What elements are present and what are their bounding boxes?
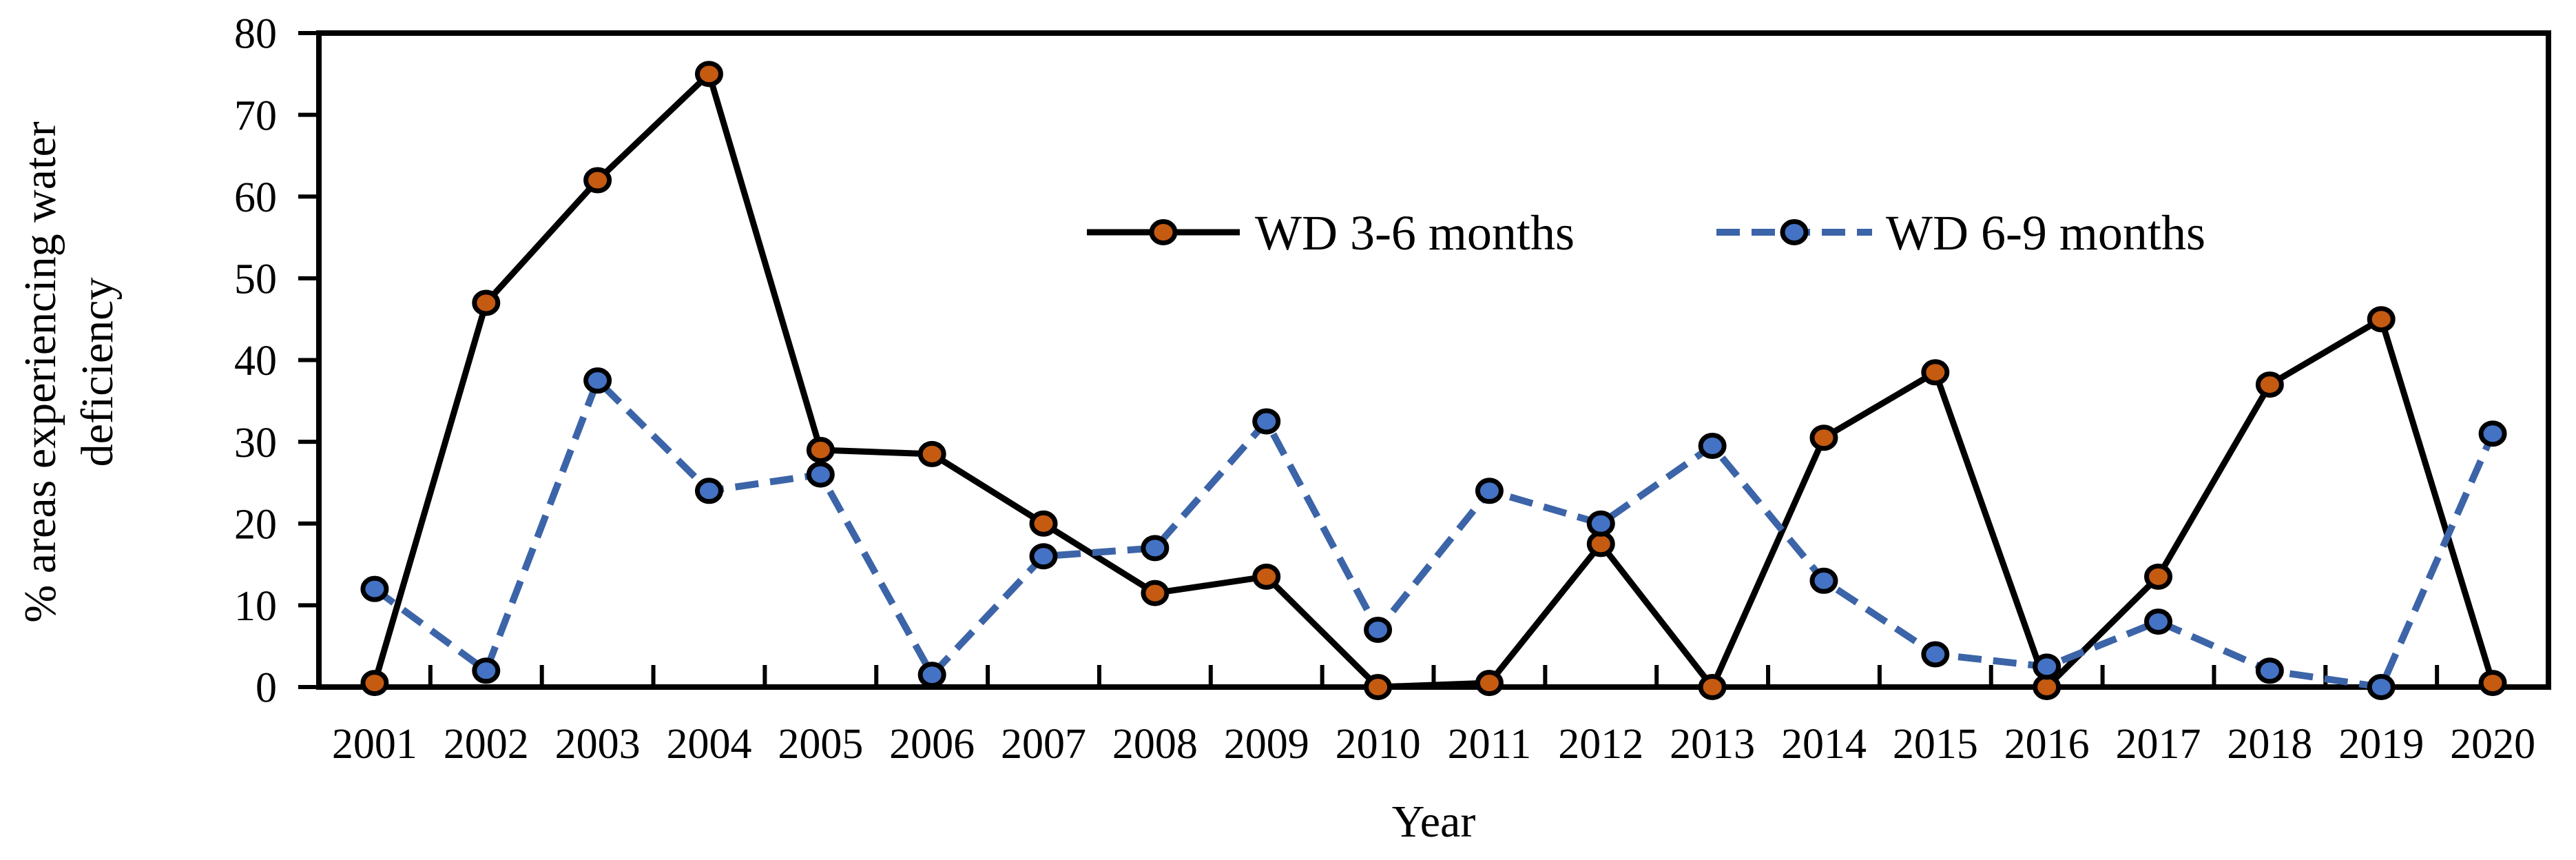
y-tick-label: 50 [234,256,277,303]
y-tick-label: 60 [234,174,277,221]
x-tick-label: 2019 [2338,721,2424,768]
x-tick-label: 2007 [1001,721,1086,768]
data-point-marker [694,61,723,88]
y-tick-label: 80 [234,11,277,58]
data-point-marker [2144,563,2173,590]
y-axis-title-line-2: deficiency [72,278,123,467]
data-point-marker [806,461,835,488]
data-point-marker [1364,616,1393,643]
x-tick-label: 2001 [332,721,417,768]
y-tick-label: 0 [256,665,277,712]
y-axis: 0 10 20 30 40 50 60 70 80 [234,11,319,712]
data-point-marker [2367,306,2396,333]
data-point-marker [1586,510,1615,537]
x-axis-title: Year [1392,797,1476,847]
x-tick-label: 2011 [1448,721,1532,768]
series-wd-6-9-months [360,367,2507,700]
legend-item-wd-3-6-months: WD 3-6 months [1087,205,1575,260]
data-point-marker [694,478,723,504]
data-point-marker [1141,535,1170,562]
data-point-marker [1809,424,1838,451]
data-point-marker [1921,359,1950,386]
data-point-marker [917,440,946,467]
data-point-marker [583,367,612,394]
data-point-marker [917,662,946,688]
x-tick-label: 2017 [2116,721,2201,768]
x-tick-label: 2014 [1781,721,1867,768]
y-axis-title: % areas experiencing water deficiency [15,121,123,622]
x-tick-label: 2006 [889,721,975,768]
data-point-marker [583,167,612,194]
series-line [371,70,2496,690]
data-point-marker [1698,674,1727,700]
x-tick-label: 2005 [778,721,863,768]
data-point-marker [1698,433,1727,460]
data-point-marker [2478,420,2507,447]
data-point-marker [472,289,501,316]
x-tick-label: 2009 [1224,721,1309,768]
data-point-marker [1029,510,1058,537]
legend: WD 3-6 months WD 6-9 months [1087,205,2205,260]
y-axis-title-line-1: % areas experiencing water [15,121,65,622]
data-point-marker [1029,543,1058,570]
data-point-marker [1475,478,1504,504]
legend-item-wd-6-9-months: WD 6-9 months [1716,205,2205,260]
data-point-marker [1141,580,1170,606]
x-axis: 2001 2002 2003 2004 2005 2006 2007 2008 2009 2010… [317,665,2551,768]
data-point-marker [472,657,501,684]
x-tick-label: 2003 [555,721,641,768]
data-point-marker [2033,653,2061,680]
y-tick-label: 20 [234,501,277,548]
x-tick-label: 2016 [2004,721,2090,768]
data-point-marker [1364,674,1393,700]
data-point-marker [2255,657,2284,684]
legend-marker [1780,219,1809,245]
data-point-marker [2255,371,2284,398]
x-tick-label: 2012 [1558,721,1643,768]
data-point-marker [360,670,389,697]
data-point-marker [2478,670,2507,697]
x-tick-label: 2013 [1670,721,1755,768]
data-point-marker [1475,670,1504,697]
data-point-marker [1809,567,1838,594]
legend-label: WD 6-9 months [1886,205,2205,260]
data-point-marker [1252,408,1281,435]
y-tick-label: 10 [234,583,277,630]
x-tick-label: 2018 [2227,721,2312,768]
data-point-marker [1252,563,1281,590]
data-point-marker [806,436,835,463]
y-tick-label: 70 [234,92,277,139]
x-tick-label: 2020 [2450,721,2535,768]
series-wd-3-6-months [360,61,2507,700]
x-tick-label: 2002 [444,721,529,768]
data-point-marker [360,575,389,602]
data-point-marker [2144,608,2173,635]
x-tick-label: 2004 [666,721,751,768]
x-tick-label: 2010 [1336,721,1421,768]
data-point-marker [1921,641,1950,668]
y-tick-label: 30 [234,420,277,467]
data-point-marker [2367,674,2396,700]
x-tick-label: 2015 [1893,721,1978,768]
y-tick-label: 40 [234,338,277,385]
x-tick-label: 2008 [1112,721,1198,768]
legend-marker [1149,219,1178,245]
series-line [372,377,2496,690]
legend-label: WD 3-6 months [1255,205,1575,260]
